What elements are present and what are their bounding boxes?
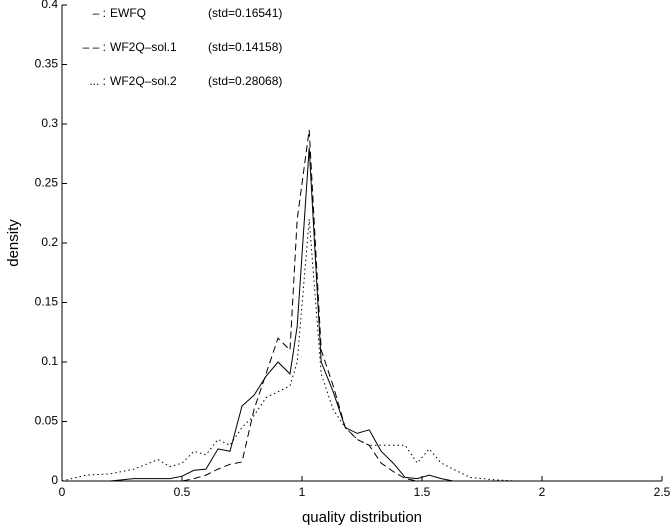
legend-std: (std=0.16541) xyxy=(208,6,282,20)
x-tick-label: 2 xyxy=(539,485,546,499)
y-tick-label: 0.1 xyxy=(41,354,58,368)
legend-label: WF2Q–sol.2 xyxy=(110,74,177,88)
data-line xyxy=(62,129,662,482)
y-tick-label: 0.35 xyxy=(35,57,59,71)
x-axis-label: quality distribution xyxy=(302,509,422,526)
legend-std: (std=0.28068) xyxy=(208,74,282,88)
legend-label: WF2Q–sol.1 xyxy=(110,40,177,54)
legend-marker: ... : xyxy=(89,74,106,88)
data-line xyxy=(62,147,662,482)
y-tick-label: 0.2 xyxy=(41,235,58,249)
y-tick-label: 0 xyxy=(51,473,58,487)
y-tick-label: 0.05 xyxy=(35,414,59,428)
x-tick-label: 0 xyxy=(59,485,66,499)
legend-label: EWFQ xyxy=(110,6,146,20)
legend-marker: – : xyxy=(93,6,106,20)
y-axis-label: density xyxy=(5,219,22,267)
x-tick-label: 0.5 xyxy=(174,485,191,499)
x-tick-label: 1 xyxy=(299,485,306,499)
y-tick-label: 0.15 xyxy=(35,295,59,309)
y-tick-label: 0.25 xyxy=(35,176,59,190)
x-tick-label: 1.5 xyxy=(414,485,431,499)
y-tick-label: 0.4 xyxy=(41,0,58,11)
y-tick-label: 0.3 xyxy=(41,116,58,130)
x-tick-label: 2.5 xyxy=(654,485,671,499)
legend-std: (std=0.14158) xyxy=(208,40,282,54)
legend-marker: – – : xyxy=(83,40,106,54)
